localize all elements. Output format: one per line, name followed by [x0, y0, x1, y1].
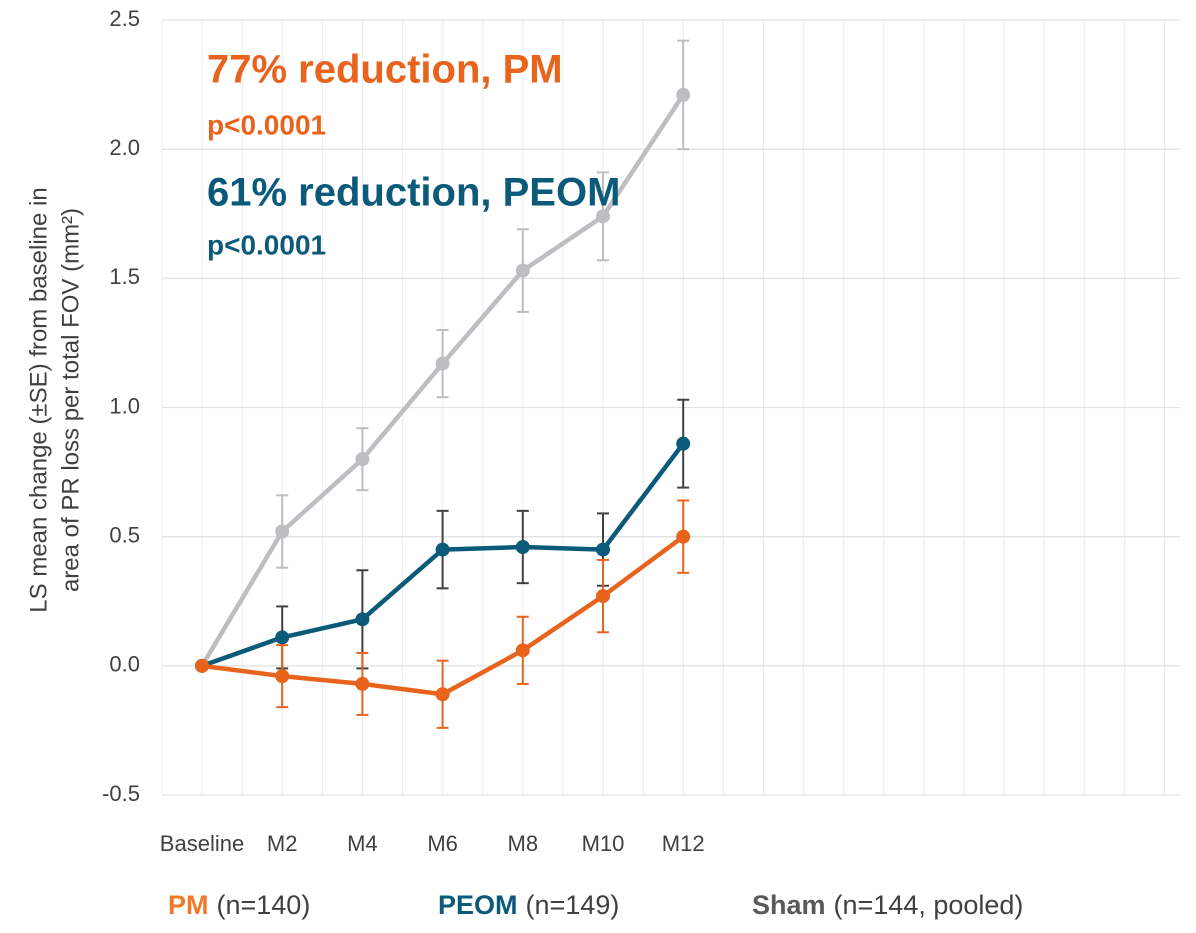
point — [515, 643, 530, 658]
x-tick-label: M8 — [508, 831, 539, 856]
point — [355, 612, 370, 627]
legend-entry: PEOM (n=149) — [438, 890, 619, 920]
y-tick-label: 1.5 — [109, 264, 140, 289]
y-tick-label: 2.0 — [109, 135, 140, 160]
point — [515, 263, 530, 278]
annotation: 77% reduction, PM — [207, 48, 563, 92]
legend-name: Sham — [752, 890, 826, 920]
annotation: 61% reduction, PEOM — [207, 171, 620, 215]
x-tick-label: M12 — [662, 831, 705, 856]
legend-entry: Sham (n=144, pooled) — [752, 890, 1023, 920]
annotation: p<0.0001 — [207, 109, 326, 140]
point — [435, 542, 450, 557]
legend-entry: PM (n=140) — [168, 890, 310, 920]
y-axis-label: area of PR loss per total FOV (mm²) — [57, 208, 84, 592]
point — [596, 542, 610, 557]
y-tick-label: 2.5 — [109, 6, 140, 31]
point — [275, 669, 290, 684]
legend-name: PEOM — [438, 890, 518, 920]
point — [195, 658, 209, 673]
point — [676, 436, 691, 451]
y-tick-label: -0.5 — [102, 781, 140, 806]
point — [275, 524, 290, 539]
legend-n: (n=140) — [217, 890, 311, 920]
point — [275, 630, 290, 645]
x-tick-label: M4 — [347, 831, 378, 856]
point — [435, 687, 450, 702]
point — [596, 209, 610, 224]
point — [435, 356, 450, 371]
point — [515, 540, 530, 554]
point — [355, 676, 370, 691]
point — [355, 452, 370, 467]
x-tick-label: M10 — [582, 831, 625, 856]
x-tick-label: M2 — [267, 831, 298, 856]
point — [676, 87, 691, 102]
legend-name: PM — [168, 890, 209, 920]
x-tick-label: M6 — [427, 831, 458, 856]
legend-n: (n=144, pooled) — [834, 890, 1024, 920]
y-tick-label: 0.0 — [109, 652, 140, 677]
x-tick-label: Baseline — [160, 831, 244, 856]
annotation: p<0.0001 — [207, 229, 326, 260]
point — [676, 529, 691, 544]
y-tick-label: 1.0 — [109, 393, 140, 418]
point — [596, 589, 610, 604]
y-tick-label: 0.5 — [109, 522, 140, 547]
legend-n: (n=149) — [526, 890, 620, 920]
y-axis-label: LS mean change (±SE) from baseline in — [25, 187, 52, 612]
